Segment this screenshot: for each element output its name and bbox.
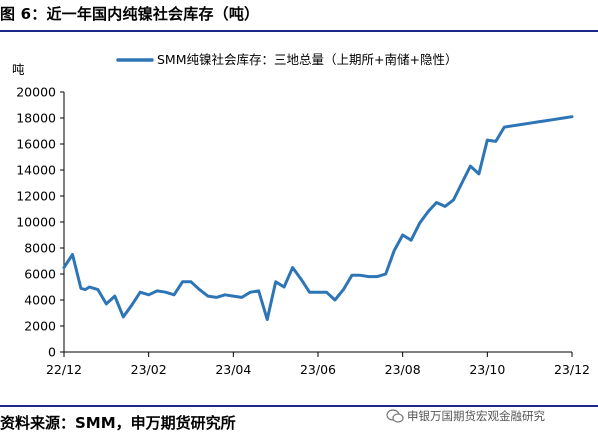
y-tick-label: 20000	[16, 85, 56, 100]
y-tick-label: 8000	[24, 241, 56, 256]
y-tick-label: 14000	[16, 163, 56, 178]
watermark: 申银万国期货宏观金融研究	[386, 408, 545, 424]
x-tick-label: 23/04	[215, 362, 251, 377]
x-tick-label: 23/02	[131, 362, 167, 377]
y-tick-label: 2000	[24, 319, 56, 334]
source-note: 资料来源：SMM，申万期货研究所	[0, 414, 236, 432]
y-tick-label: 6000	[24, 267, 56, 282]
y-tick-label: 16000	[16, 137, 56, 152]
x-tick-label: 23/12	[554, 362, 590, 377]
footer-rule	[0, 405, 598, 407]
y-tick-label: 0	[48, 345, 56, 360]
y-tick-label: 4000	[24, 293, 56, 308]
watermark-text: 申银万国期货宏观金融研究	[407, 409, 545, 423]
x-tick-label: 23/10	[469, 362, 505, 377]
x-tick-label: 22/12	[46, 362, 82, 377]
y-tick-label: 12000	[16, 189, 56, 204]
chart-title: 图 6：近一年国内纯镍社会库存（吨）	[0, 5, 260, 23]
y-tick-label: 10000	[16, 215, 56, 230]
series-line-0	[62, 115, 574, 321]
chart-area: 吨 SMM纯镍社会库存：三地总量（上期所+南储+隐性） 0 2000 4000 6000 8…	[12, 52, 590, 377]
y-axis-label: 吨	[12, 62, 25, 77]
x-tick-label: 23/08	[385, 362, 421, 377]
wechat-icon	[386, 409, 404, 423]
x-tick-label: 23/06	[300, 362, 336, 377]
y-tick-label: 18000	[16, 111, 56, 126]
header-rule	[0, 30, 598, 32]
legend-label: SMM纯镍社会库存：三地总量（上期所+南储+隐性）	[157, 52, 457, 67]
